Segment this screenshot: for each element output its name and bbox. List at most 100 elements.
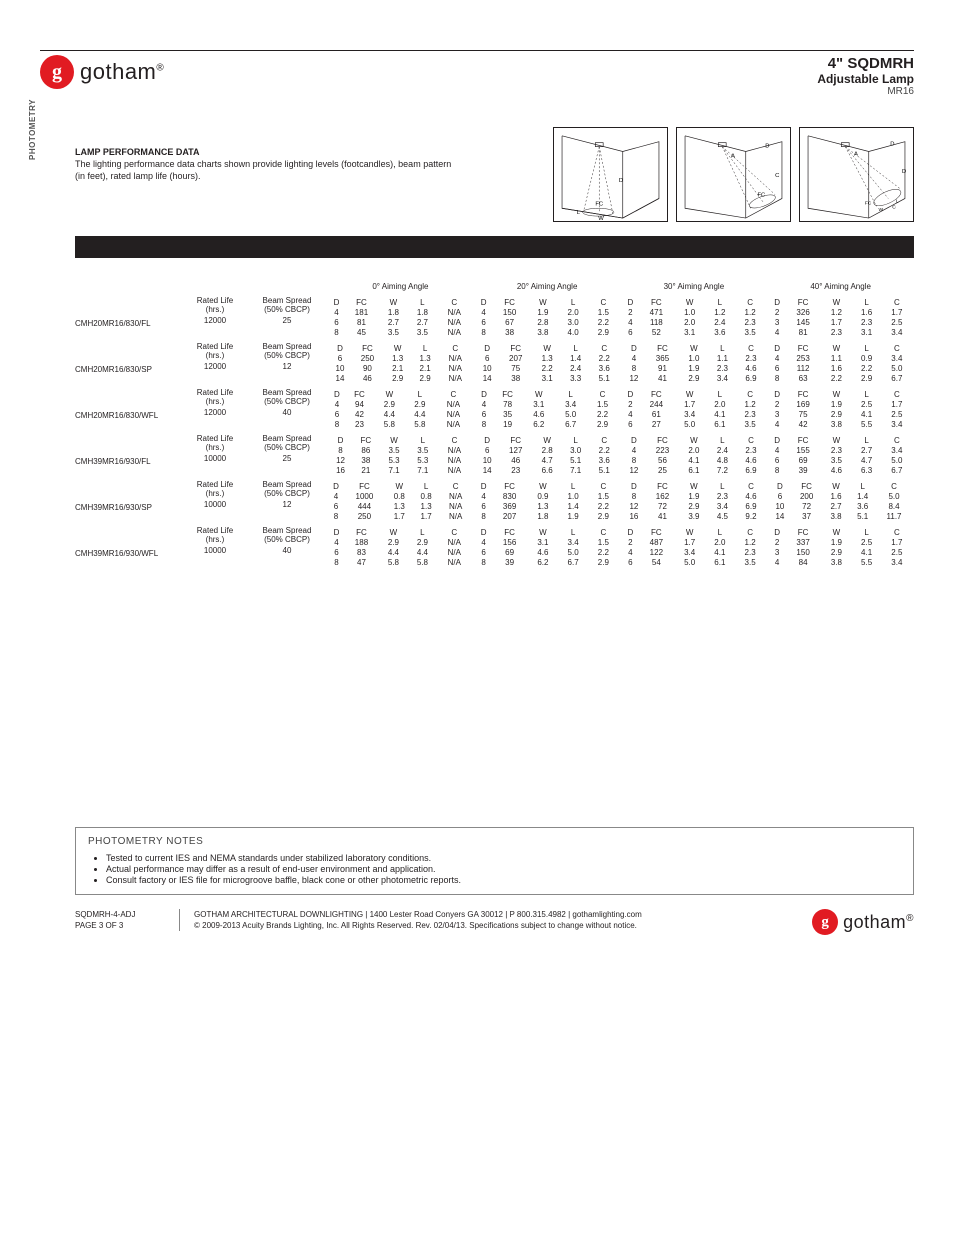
col-header: FC bbox=[491, 481, 527, 491]
table-row: 14383.13.35.1 bbox=[476, 373, 619, 383]
table-row: 6694.65.02.2 bbox=[476, 547, 619, 557]
table-row: 4423.85.53.4 bbox=[769, 419, 912, 429]
col-header: FC bbox=[638, 389, 674, 399]
svg-text:A: A bbox=[731, 153, 735, 159]
col-header: D bbox=[623, 435, 646, 445]
table-row: 82501.71.7N/A bbox=[329, 511, 472, 521]
col-header: C bbox=[882, 435, 912, 445]
angle-table: DFCWLC62501.31.3N/A10902.12.1N/A14462.92… bbox=[327, 343, 474, 383]
col-header: L bbox=[561, 343, 590, 353]
col-header: W bbox=[379, 297, 408, 307]
col-header: L bbox=[413, 481, 440, 491]
table-row: 3752.94.12.5 bbox=[769, 409, 912, 419]
angle-table: DFCWLC24711.01.21.241182.02.42.36523.13.… bbox=[621, 297, 768, 337]
angle-table: DFCWLC61272.83.02.210464.75.13.614236.67… bbox=[474, 435, 621, 475]
table-row: 41182.02.42.3 bbox=[623, 317, 766, 327]
col-header: C bbox=[435, 389, 472, 399]
svg-text:D: D bbox=[619, 178, 623, 184]
col-header: D bbox=[329, 297, 344, 307]
table-row: 24711.01.21.2 bbox=[623, 307, 766, 317]
photometry-notes: PHOTOMETRY NOTES Tested to current IES a… bbox=[75, 827, 914, 895]
col-header: W bbox=[680, 343, 709, 353]
col-header: L bbox=[408, 435, 437, 445]
col-header: W bbox=[533, 343, 562, 353]
col-header: W bbox=[680, 435, 709, 445]
col-header: C bbox=[735, 297, 765, 307]
footer-copyright: © 2009-2013 Acuity Brands Lighting, Inc.… bbox=[194, 920, 798, 931]
col-header: FC bbox=[645, 435, 679, 445]
col-header: L bbox=[849, 481, 876, 491]
col-header: L bbox=[555, 389, 587, 399]
col-header: C bbox=[588, 481, 618, 491]
angle-header: 40° Aiming Angle bbox=[767, 282, 914, 291]
table-row: 41563.13.41.5 bbox=[476, 537, 619, 547]
angle-table: DFCWLC41552.32.73.46693.54.75.08394.66.3… bbox=[767, 435, 914, 475]
lamp-perf-desc: The lighting performance data charts sho… bbox=[75, 159, 455, 182]
page-number: PAGE 3 OF 3 bbox=[75, 920, 165, 931]
svg-text:FC: FC bbox=[757, 193, 766, 199]
svg-text:C: C bbox=[892, 204, 896, 210]
diagram-angled-1: D A C FC bbox=[676, 127, 791, 222]
brand-badge-icon: g bbox=[40, 55, 74, 89]
col-header: FC bbox=[638, 527, 674, 537]
table-row: 43651.01.12.3 bbox=[623, 353, 766, 363]
col-header: FC bbox=[499, 343, 533, 353]
col-header: D bbox=[769, 343, 785, 353]
beam-spread-col: Beam Spread(50% CBCP)25 bbox=[247, 297, 327, 337]
svg-text:W: W bbox=[879, 207, 884, 213]
beam-spread-col: Beam Spread(50% CBCP)12 bbox=[247, 343, 327, 383]
col-header: C bbox=[737, 435, 766, 445]
note-item: Consult factory or IES file for microgro… bbox=[106, 875, 901, 885]
col-header: W bbox=[523, 389, 555, 399]
col-header: FC bbox=[785, 297, 821, 307]
lamp-name: CMH39MR16/930/FL bbox=[75, 435, 183, 475]
table-row: 41882.92.9N/A bbox=[329, 537, 472, 547]
col-header: W bbox=[533, 435, 562, 445]
table-row: 6693.54.75.0 bbox=[769, 455, 912, 465]
lamp-block: CMH20MR16/830/SPRated Life(hrs.)12000Bea… bbox=[75, 343, 914, 383]
product-model: MR16 bbox=[817, 86, 914, 97]
table-row: 16413.94.59.2 bbox=[623, 511, 766, 521]
table-row: 42232.02.42.3 bbox=[623, 445, 766, 455]
table-row: 6834.44.4N/A bbox=[329, 547, 472, 557]
col-header: W bbox=[384, 343, 411, 353]
lamp-name: CMH20MR16/830/WFL bbox=[75, 389, 183, 429]
table-row: 12412.93.46.9 bbox=[623, 373, 766, 383]
table-row: 10902.12.1N/A bbox=[329, 363, 472, 373]
col-header: W bbox=[821, 343, 851, 353]
header-right: 4" SQDMRH Adjustable Lamp MR16 bbox=[817, 55, 914, 97]
beam-spread-col: Beam Spread(50% CBCP)12 bbox=[247, 481, 327, 521]
angle-table: DFCWLC23261.21.61.731451.72.32.54812.33.… bbox=[767, 297, 914, 337]
table-row: 63691.31.42.2 bbox=[476, 501, 619, 511]
table-row: 8196.26.72.9 bbox=[476, 419, 619, 429]
col-header: L bbox=[708, 481, 737, 491]
side-tab-label: PHOTOMETRY bbox=[28, 99, 37, 160]
angle-table: DFCWLC4942.92.9N/A6424.44.4N/A8235.85.8N… bbox=[327, 389, 474, 429]
col-header: D bbox=[329, 481, 343, 491]
svg-text:D: D bbox=[765, 144, 769, 150]
col-header: W bbox=[821, 297, 851, 307]
angle-table: DFCWLC23371.92.51.731502.94.12.54843.85.… bbox=[767, 527, 914, 567]
col-header: L bbox=[408, 527, 437, 537]
col-header: C bbox=[590, 343, 619, 353]
footer-logo: g gotham® bbox=[812, 909, 914, 935]
angle-table: DFCWLC42232.02.42.38564.14.84.612256.17.… bbox=[621, 435, 768, 475]
angle-table: DFCWLC4783.13.41.56354.65.02.28196.26.72… bbox=[474, 389, 621, 429]
table-row: 6354.65.02.2 bbox=[476, 409, 619, 419]
col-header: W bbox=[821, 389, 851, 399]
table-row: 41501.92.01.5 bbox=[476, 307, 619, 317]
product-subtitle: Adjustable Lamp bbox=[817, 72, 914, 86]
table-row: 6424.44.4N/A bbox=[329, 409, 472, 419]
col-header: D bbox=[623, 481, 646, 491]
svg-text:D: D bbox=[902, 169, 906, 175]
col-header: C bbox=[437, 435, 472, 445]
rated-life-col: Rated Life(hrs.)10000 bbox=[183, 481, 247, 521]
angle-header: 30° Aiming Angle bbox=[621, 282, 768, 291]
col-header: W bbox=[528, 527, 558, 537]
col-header: L bbox=[852, 297, 882, 307]
table-row: 4613.44.12.3 bbox=[623, 409, 766, 419]
table-row: 8235.85.8N/A bbox=[329, 419, 472, 429]
table-row: 8383.84.02.9 bbox=[476, 327, 619, 337]
table-row: 8453.53.5N/A bbox=[329, 327, 472, 337]
col-header: W bbox=[374, 389, 405, 399]
